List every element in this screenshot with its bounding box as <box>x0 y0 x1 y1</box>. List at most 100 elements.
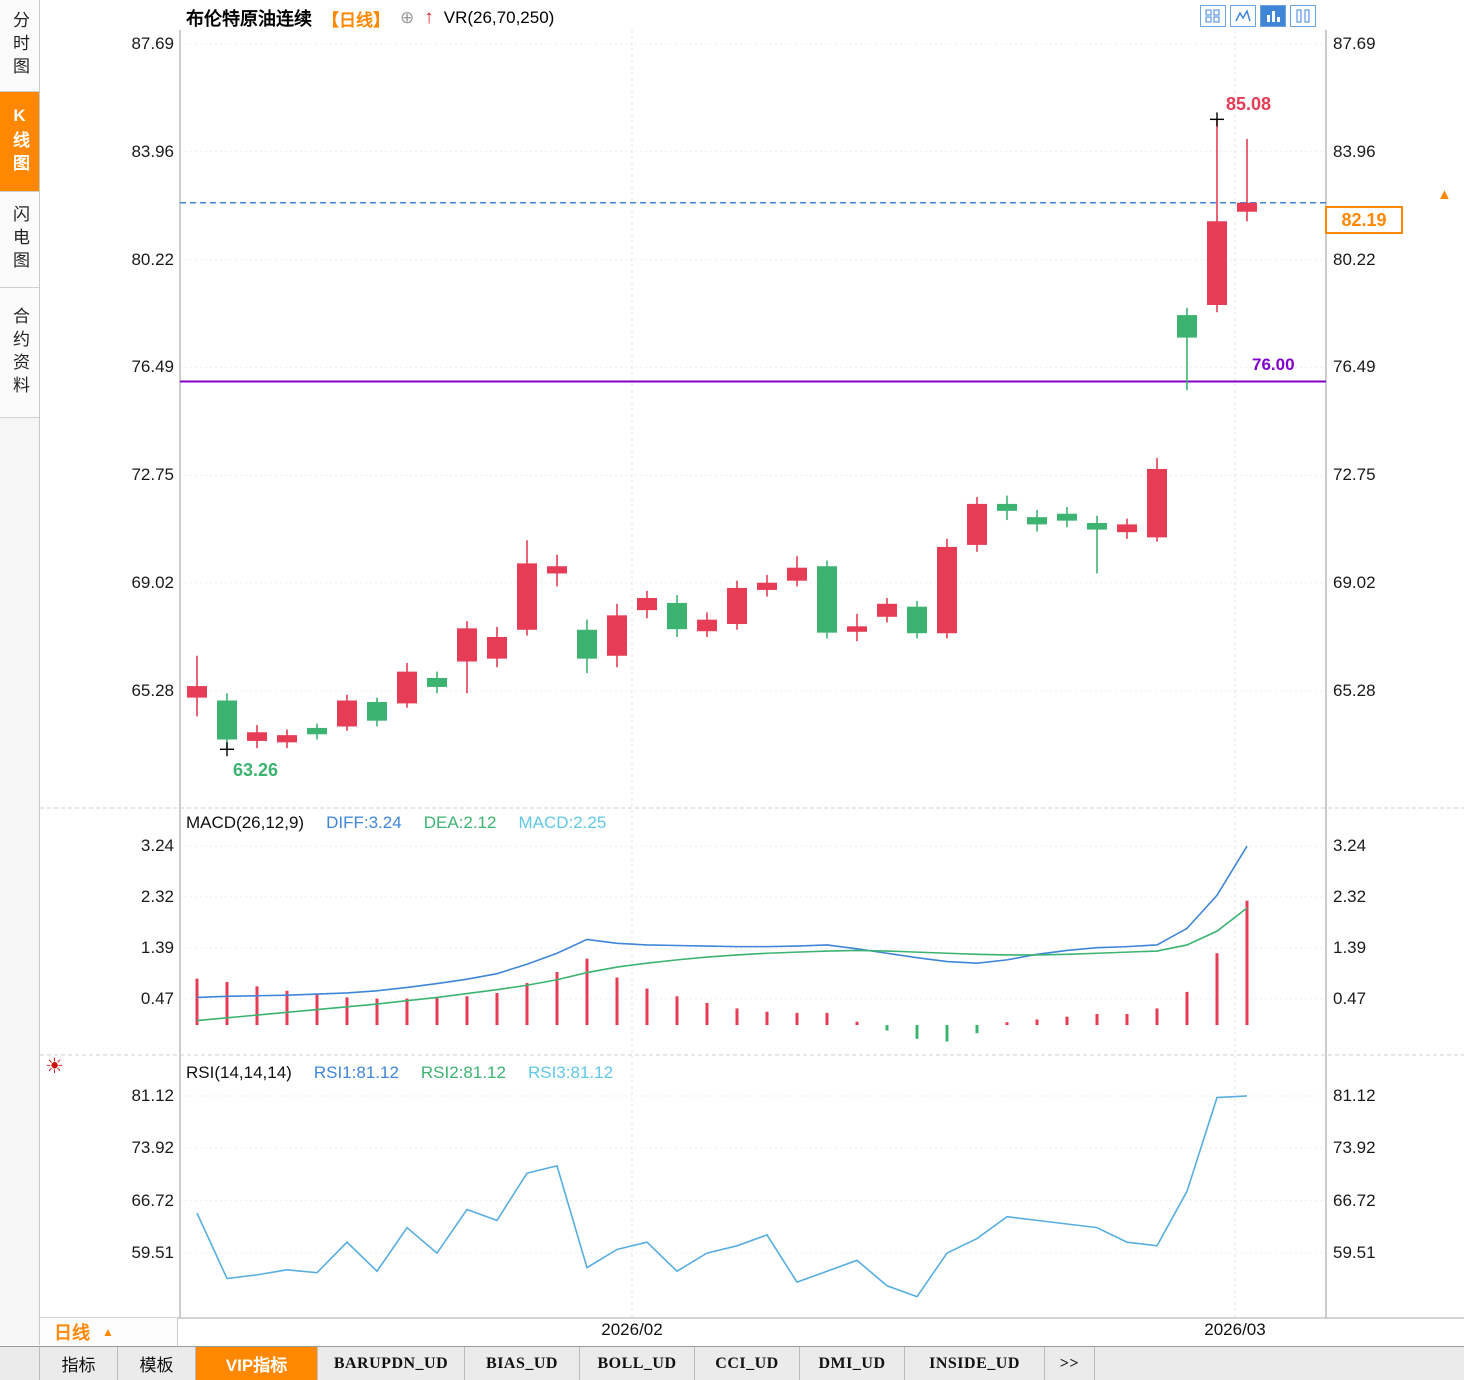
rsi1-value: RSI1:81.12 <box>313 1063 399 1082</box>
macd-diff-line <box>196 845 1248 999</box>
sidebar-item-lightning-chart[interactable]: 闪电图 <box>0 192 39 288</box>
candle-body <box>397 671 417 704</box>
macd-dea-line <box>196 907 1248 1022</box>
y-axis-label: 66.72 <box>1333 1190 1376 1210</box>
candle-body <box>577 629 597 659</box>
sidebar-item-label: 分时图 <box>10 11 29 80</box>
candle-body <box>187 686 207 698</box>
rsi3-value: RSI3:81.12 <box>527 1063 614 1082</box>
candle-body <box>1057 513 1077 521</box>
tab-dmi-ud[interactable]: DMI_UD <box>800 1347 905 1380</box>
bottom-tabbar: 指标 模板 VIP指标 BARUPDN_UD BIAS_UD BOLL_UD C… <box>0 1346 1464 1380</box>
trend-up-icon: ↑ <box>424 7 434 28</box>
candle-body <box>697 619 717 632</box>
candle-body <box>727 587 747 624</box>
last-price-badge: 82.19 <box>1325 206 1403 234</box>
x-axis-label: 2026/02 <box>601 1320 663 1339</box>
y-axis-label: 73.92 <box>131 1138 174 1158</box>
sidebar-item-label: K线图 <box>10 106 29 177</box>
y-axis-label: 2.32 <box>140 886 174 906</box>
sidebar-item-kline-chart[interactable]: K线图 <box>0 92 39 192</box>
candle-body <box>1177 315 1197 338</box>
indicator-settings-sun-icon[interactable]: ☀ <box>45 1055 64 1078</box>
sidebar-item-label: 闪电图 <box>10 205 29 274</box>
candle-body <box>877 603 897 617</box>
add-indicator-icon[interactable]: ⊕ <box>400 8 415 27</box>
sidebar-item-time-chart[interactable]: 分时图 <box>0 0 39 92</box>
sidebar-item-contract-info[interactable]: 合约资料 <box>0 288 39 418</box>
tab-indicators[interactable]: 指标 <box>40 1347 118 1380</box>
tab-templates[interactable]: 模板 <box>118 1347 196 1380</box>
bar-chart-icon[interactable] <box>1260 5 1286 27</box>
candle-body <box>1027 517 1047 525</box>
scroll-latest-icon[interactable]: ▲ <box>1437 186 1452 203</box>
y-axis-label: 69.02 <box>131 573 174 592</box>
line-chart-icon[interactable] <box>1230 5 1256 27</box>
macd-dea-value: DEA:2.12 <box>423 813 497 832</box>
y-axis-label: 66.72 <box>131 1190 174 1210</box>
left-sidebar: 分时图 K线图 闪电图 合约资料 <box>0 0 40 1345</box>
tab-inside-ud[interactable]: INSIDE_UD <box>905 1347 1045 1380</box>
y-axis-label: 73.92 <box>1333 1138 1376 1158</box>
symbol-title: 布伦特原油连续 <box>186 9 312 29</box>
candle-body <box>457 628 477 662</box>
chart-toolbar <box>1200 5 1316 27</box>
y-axis-label: 72.75 <box>131 465 174 485</box>
y-axis-label: 1.39 <box>1333 938 1367 958</box>
tab-bias-ud[interactable]: BIAS_UD <box>465 1347 580 1380</box>
candle-body <box>1237 202 1257 212</box>
candle-body <box>967 503 987 545</box>
columns-view-icon[interactable] <box>1290 5 1316 27</box>
y-axis-label: 76.49 <box>1333 357 1376 377</box>
candle-body <box>307 727 327 735</box>
y-axis-label: 81.12 <box>131 1085 174 1105</box>
tab-vip-indicators[interactable]: VIP指标 <box>196 1347 318 1380</box>
y-axis-label: 65.28 <box>1333 680 1376 700</box>
y-axis-label: 1.39 <box>140 938 174 958</box>
period-badge[interactable]: 【日线】 <box>322 10 390 30</box>
candle-body <box>1207 221 1227 305</box>
chart-header: 布伦特原油连续 【日线】 ⊕ ↑ VR(26,70,250) <box>186 6 554 30</box>
candle-body <box>1147 468 1167 538</box>
chart-canvas[interactable] <box>0 0 1464 1345</box>
low-price-label: 63.26 <box>233 760 279 780</box>
rsi-title: RSI(14,14,14) <box>186 1063 292 1082</box>
support-price-label: 76.00 <box>1252 355 1295 374</box>
x-axis-label: 2026/03 <box>1204 1320 1266 1339</box>
macd-diff-value: DIFF:3.24 <box>326 813 402 832</box>
candle-body <box>667 602 687 630</box>
tabbar-spacer <box>0 1347 40 1380</box>
candle-body <box>757 582 777 590</box>
y-axis-label: 81.12 <box>1333 1085 1376 1105</box>
candle-body <box>487 636 507 659</box>
y-axis-label: 87.69 <box>131 34 174 53</box>
y-axis-label: 69.02 <box>1333 573 1376 592</box>
candle-body <box>367 701 387 721</box>
candle-body <box>247 732 267 741</box>
y-axis-label: 83.96 <box>131 141 174 161</box>
candle-body <box>607 615 627 656</box>
y-axis-label: 80.22 <box>131 249 174 269</box>
candle-body <box>637 598 657 611</box>
tab-boll-ud[interactable]: BOLL_UD <box>580 1347 695 1380</box>
tab-barupdn-ud[interactable]: BARUPDN_UD <box>318 1347 465 1380</box>
candle-body <box>217 700 237 740</box>
y-axis-label: 65.28 <box>131 680 174 700</box>
rsi2-value: RSI2:81.12 <box>420 1063 506 1082</box>
y-axis-label: 0.47 <box>1333 989 1367 1009</box>
tab-more[interactable]: >> <box>1045 1347 1095 1380</box>
y-axis-label: 2.32 <box>1333 886 1367 906</box>
y-axis-label: 59.51 <box>1333 1243 1376 1262</box>
y-axis-label: 0.47 <box>140 989 174 1009</box>
candle-body <box>787 567 807 581</box>
macd-header: MACD(26,12,9) DIFF:3.24 DEA:2.12 MACD:2.… <box>186 813 606 833</box>
tab-cci-ud[interactable]: CCI_UD <box>695 1347 800 1380</box>
high-price-label: 85.08 <box>1226 94 1272 114</box>
split-view-icon[interactable] <box>1200 5 1226 27</box>
vr-indicator-label: VR(26,70,250) <box>443 8 555 27</box>
candle-body <box>277 735 297 743</box>
period-selector[interactable]: 日线 ▲ <box>40 1318 178 1346</box>
sidebar-item-label: 合约资料 <box>10 306 29 399</box>
y-axis-label: 72.75 <box>1333 465 1376 485</box>
candle-body <box>1087 522 1107 530</box>
